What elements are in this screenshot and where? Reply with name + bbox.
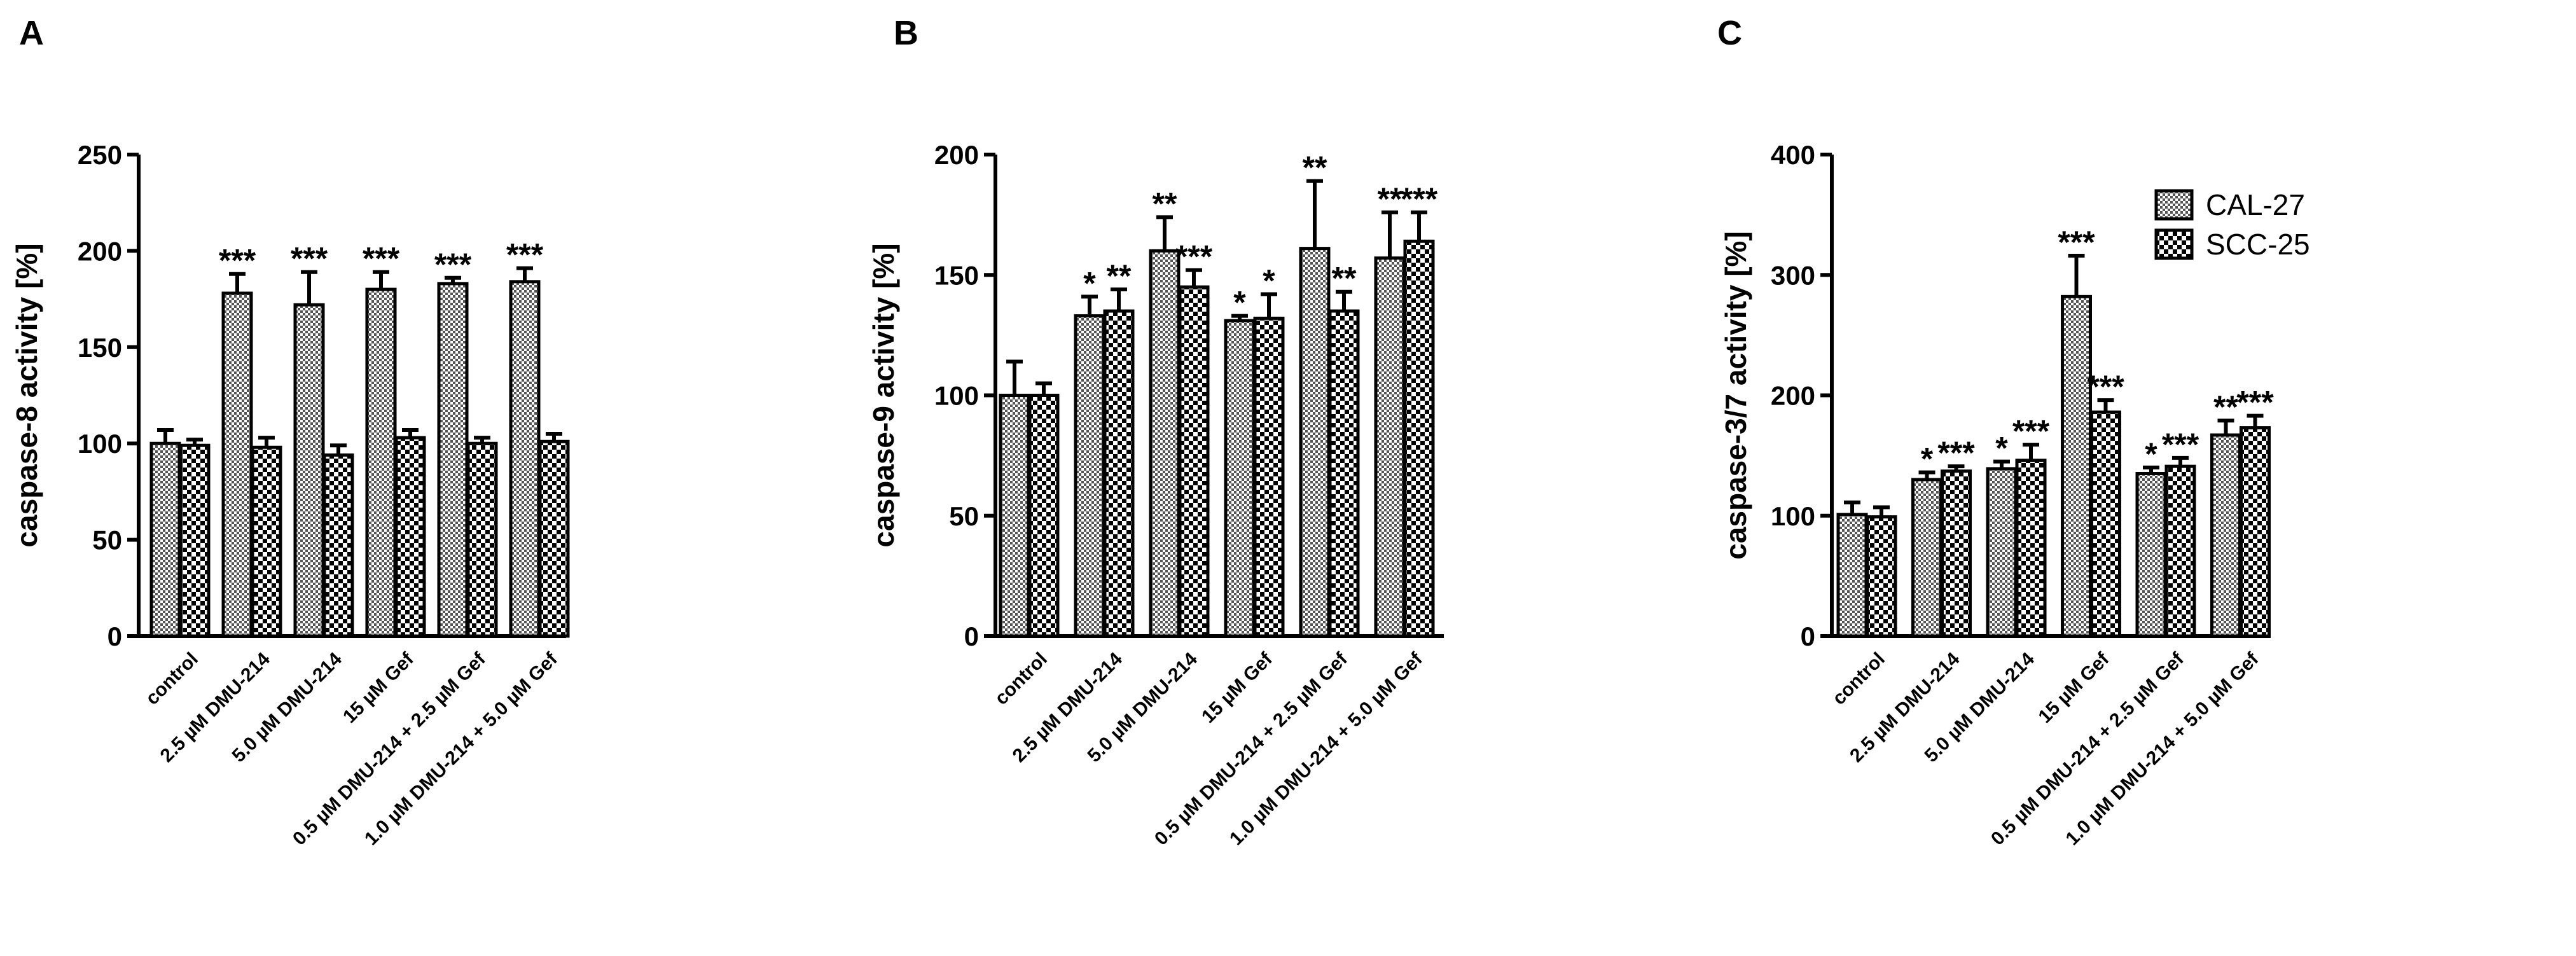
significance-label: *** — [219, 243, 256, 279]
x-tick-label: 15 µM Gef — [339, 648, 419, 728]
y-tick-label: 0 — [107, 621, 122, 651]
x-tick-label: control — [142, 649, 202, 709]
bar-scc-25 — [1028, 394, 1060, 638]
bar-scc-25 — [2240, 426, 2271, 638]
significance-label: *** — [434, 247, 472, 282]
y-tick-label: 200 — [934, 140, 979, 170]
bar-cal-27 — [221, 291, 253, 638]
significance-label: *** — [363, 241, 400, 277]
bar-scc-25 — [466, 441, 498, 638]
y-axis-label: caspase-8 activity [%] — [10, 243, 43, 547]
bar-scc-25 — [2164, 464, 2196, 638]
significance-label: *** — [1175, 239, 1213, 275]
bar-scc-25 — [179, 443, 211, 638]
significance-label: * — [1921, 441, 1934, 477]
bar-cal-27 — [365, 287, 397, 638]
y-tick-label: 0 — [1801, 621, 1815, 651]
bar-cal-27 — [2061, 294, 2092, 638]
significance-label: *** — [2058, 225, 2095, 260]
chart-panel-b: B 0 50 100 150 200 caspase-9 activity [%] contr… — [867, 14, 1444, 850]
y-axis-label: caspase-3/7 activity [%] — [1719, 231, 1752, 560]
y-tick-label: 100 — [934, 381, 979, 411]
y-tick-label: 100 — [1771, 501, 1815, 531]
bar-scc-25 — [394, 436, 426, 638]
bar-cal-27 — [2135, 472, 2167, 638]
y-tick-label: 0 — [964, 621, 979, 651]
bar-cal-27 — [1374, 256, 1406, 638]
bar-cal-27 — [437, 282, 469, 638]
panel-letter: B — [894, 14, 918, 52]
bar-scc-25 — [2090, 410, 2121, 638]
bar-scc-25 — [251, 445, 282, 638]
legend-swatch-cal-27 — [2154, 189, 2194, 221]
significance-label: ** — [1303, 150, 1327, 186]
y-tick-label: 50 — [92, 525, 122, 555]
panel-letter: A — [19, 14, 44, 52]
x-tick-label: control — [1829, 649, 1889, 709]
y-tick-label: 150 — [934, 260, 979, 290]
significance-label: *** — [2162, 427, 2199, 462]
x-tick-label: control — [991, 649, 1051, 709]
significance-label: ** — [1378, 181, 1402, 217]
significance-label: *** — [2012, 413, 2050, 449]
bar-cal-27 — [293, 303, 325, 638]
legend-label: SCC-25 — [2206, 228, 2310, 261]
x-tick-label: 15 µM Gef — [2034, 648, 2114, 728]
bar-scc-25 — [1403, 239, 1435, 638]
legend-swatch-scc-25 — [2154, 228, 2194, 260]
y-tick-label: 50 — [949, 501, 979, 531]
bar-scc-25 — [322, 453, 354, 638]
significance-label: ** — [1107, 258, 1132, 294]
x-tick-label: 15 µM Gef — [1198, 648, 1277, 728]
bar-cal-27 — [999, 394, 1030, 638]
bar-cal-27 — [149, 441, 181, 638]
significance-label: *** — [2087, 369, 2124, 405]
bar-scc-25 — [1328, 309, 1360, 638]
bar-cal-27 — [1074, 314, 1105, 638]
significance-label: * — [1263, 263, 1275, 299]
legend: CAL-27 SCC-25 — [2154, 188, 2310, 261]
bar-scc-25 — [1866, 515, 1897, 638]
bar-scc-25 — [1103, 309, 1135, 638]
significance-label: ** — [1332, 261, 1357, 296]
y-tick-label: 200 — [1771, 381, 1815, 411]
legend-label: CAL-27 — [2206, 188, 2305, 221]
significance-label: * — [1083, 265, 1096, 301]
bar-cal-27 — [509, 280, 541, 638]
bar-scc-25 — [1178, 285, 1210, 638]
bar-scc-25 — [1253, 316, 1285, 638]
significance-label: *** — [2236, 385, 2274, 420]
chart-panel-c: C 0 100 200 300 400 caspase-3/7 activity [%] co… — [1717, 14, 2310, 850]
significance-label: * — [1233, 285, 1246, 321]
bar-cal-27 — [1149, 249, 1181, 638]
significance-label: *** — [506, 237, 544, 273]
y-tick-label: 400 — [1771, 140, 1815, 170]
y-tick-label: 250 — [78, 140, 122, 170]
y-tick-label: 300 — [1771, 260, 1815, 290]
significance-label: ** — [2213, 389, 2238, 425]
significance-label: ** — [1153, 186, 1177, 221]
bar-cal-27 — [1836, 513, 1868, 638]
y-tick-label: 150 — [78, 333, 122, 363]
y-axis-label: caspase-9 activity [%] — [867, 243, 900, 547]
bar-scc-25 — [2015, 459, 2047, 638]
significance-label: *** — [291, 241, 328, 277]
bar-cal-27 — [2210, 433, 2241, 638]
bar-cal-27 — [1224, 319, 1256, 638]
significance-label: *** — [1937, 435, 1975, 471]
y-tick-label: 100 — [78, 429, 122, 459]
significance-label: *** — [1401, 181, 1438, 217]
y-tick-label: 200 — [78, 236, 122, 266]
chart-panel-a: A 0 50 100 150 200 250 caspase-8 activity [%] co… — [10, 14, 570, 850]
bar-cal-27 — [1299, 247, 1331, 638]
panel-letter: C — [1717, 14, 1742, 52]
significance-label: * — [2145, 436, 2157, 472]
bar-cal-27 — [1986, 467, 2018, 638]
bar-scc-25 — [1941, 469, 1972, 638]
bar-cal-27 — [1911, 478, 1942, 638]
bar-scc-25 — [538, 440, 570, 638]
significance-label: * — [1995, 431, 2008, 466]
